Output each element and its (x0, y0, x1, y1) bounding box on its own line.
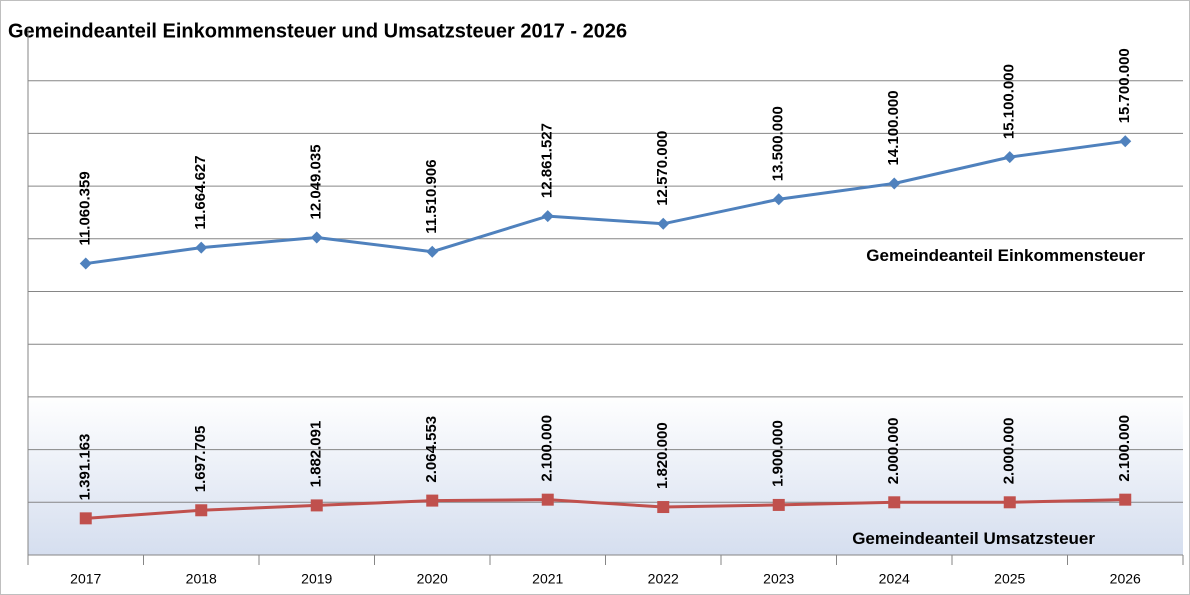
marker (1003, 496, 1016, 509)
data-label: 1.697.705 (192, 426, 209, 493)
marker (772, 498, 785, 511)
data-label: 12.570.000 (654, 131, 671, 206)
data-label: 12.861.527 (539, 123, 556, 198)
data-label: 2.100.000 (1116, 415, 1133, 482)
marker (541, 493, 554, 506)
marker (426, 494, 439, 507)
marker (1119, 135, 1132, 148)
x-tick-label: 2024 (879, 571, 910, 587)
data-label: 1.391.163 (77, 434, 94, 501)
data-label: 1.900.000 (770, 420, 787, 487)
data-label: 15.700.000 (1116, 48, 1133, 123)
data-label: 14.100.000 (885, 90, 902, 165)
marker (310, 499, 323, 512)
marker (310, 231, 323, 244)
marker (657, 501, 670, 514)
x-tick-label: 2020 (417, 571, 448, 587)
data-label: 13.500.000 (770, 106, 787, 181)
marker (888, 496, 901, 509)
data-label: 11.510.906 (423, 159, 440, 233)
data-label: 2.064.553 (423, 416, 440, 483)
marker (657, 217, 670, 230)
marker (195, 241, 208, 254)
x-tick-label: 2021 (532, 571, 563, 587)
data-label: 2.000.000 (1001, 418, 1018, 485)
x-tick-label: 2026 (1110, 571, 1141, 587)
data-label: 2.100.000 (539, 415, 556, 482)
series-line (85, 498, 1126, 520)
marker (79, 257, 92, 270)
chart-title: Gemeindeanteil Einkommensteuer und Umsat… (8, 20, 627, 42)
series-line (85, 139, 1126, 266)
data-label: 11.060.359 (77, 171, 94, 245)
marker (1119, 493, 1132, 506)
marker (772, 193, 785, 206)
x-tick-label: 2025 (994, 571, 1025, 587)
data-label: 2.000.000 (885, 418, 902, 485)
x-tick-label: 2019 (301, 571, 332, 587)
marker (195, 504, 208, 517)
marker (1003, 151, 1016, 164)
data-label: 1.820.000 (654, 422, 671, 489)
marker (888, 177, 901, 190)
marker (79, 512, 92, 525)
series-label: Gemeindeanteil Umsatzsteuer (852, 529, 1095, 548)
x-tick-label: 2022 (648, 571, 679, 587)
data-label: 15.100.000 (1001, 64, 1018, 139)
x-tick-label: 2018 (186, 571, 217, 587)
data-label: 11.664.627 (192, 155, 209, 229)
x-tick-label: 2023 (763, 571, 794, 587)
x-tick-label: 2017 (70, 571, 101, 587)
data-label: 12.049.035 (308, 144, 325, 219)
marker (541, 210, 554, 223)
background-band (28, 395, 1183, 555)
series-label: Gemeindeanteil Einkommensteuer (866, 246, 1145, 265)
marker (426, 245, 439, 258)
data-label: 1.882.091 (308, 421, 325, 488)
